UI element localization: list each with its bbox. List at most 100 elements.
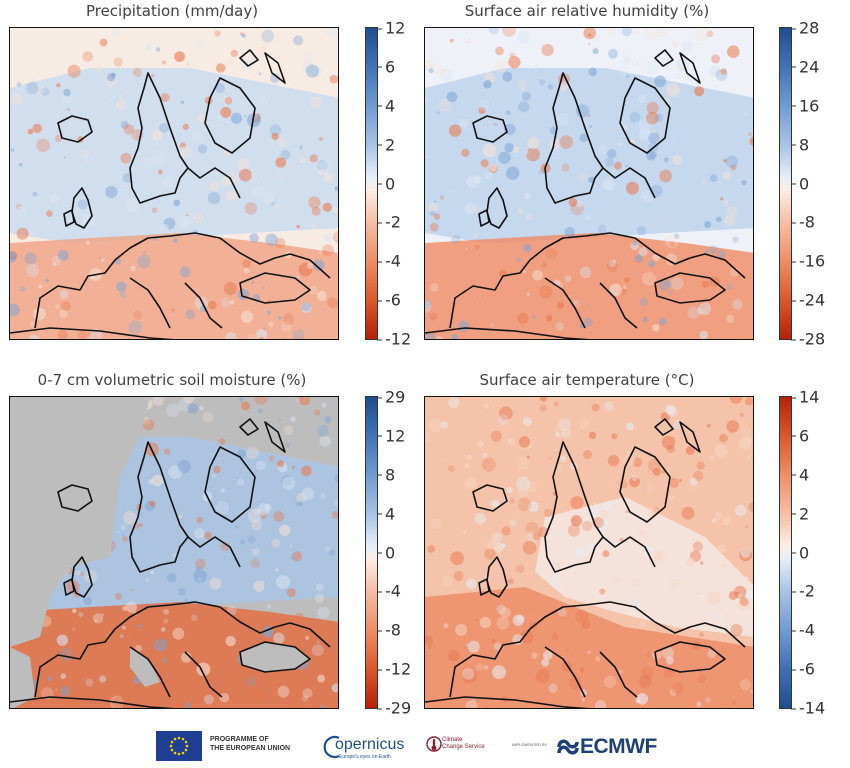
coastline [425,696,590,708]
coastline [204,446,256,523]
colorbar-tick-soil-moisture: 29 [376,387,406,407]
coastline [449,232,746,329]
coastline [129,277,171,329]
map-canvas [10,28,338,339]
coastline [599,282,638,329]
colorbar-tick-air-temperature: 2 [790,504,810,524]
coastline [602,167,656,199]
ecmwf-wordmark: ECMWF [580,735,657,758]
coastline [679,52,701,84]
colorbar-tick-precipitation: -6 [377,290,401,310]
eu-text-line1: PROGRAMME OF [210,736,269,743]
coastline [478,209,490,227]
coastlines [425,49,746,339]
colorbar-tick-soil-moisture: -29 [376,698,412,718]
coastline [184,651,223,698]
coastline [679,421,701,453]
coastline [449,601,746,698]
c3s-logo: Climate Change Service [426,732,496,762]
coastline [10,327,175,339]
footer-logos: PROGRAMME OF THE EUROPEAN UNION opernicu… [0,728,850,764]
coastline [63,209,75,227]
coastline [129,441,189,573]
coastline [187,536,241,568]
colorbar-tick-air-temperature: -2 [791,581,815,601]
colorbar-tick-soil-moisture: 4 [376,504,396,524]
colorbar-tick-precipitation: -12 [376,329,412,349]
colorbar-tick-soil-moisture: 12 [376,426,406,446]
colorbar-tick-soil-moisture: 0 [376,543,396,562]
coastline [425,327,590,339]
coastline [544,441,604,573]
colorbar-tick-precipitation: 0 [376,174,396,193]
coastline [264,421,286,453]
c3s-text: Climate Change Service [442,737,496,751]
coastline [129,646,171,698]
no-data-region [130,647,160,687]
colorbar-tick-air-temperature: -4 [791,620,815,640]
coastline [472,484,508,512]
coastline [619,77,671,154]
panel-title-relative-humidity: Surface air relative humidity (%) [464,2,710,20]
anomaly-region-south [10,233,338,339]
coastline [34,601,331,698]
coastline [34,232,331,329]
colorbar-tick-relative-humidity: -28 [790,329,826,349]
field-texture [425,397,753,708]
coastline [472,115,508,143]
colorbar-tick-precipitation: -2 [377,212,401,232]
panel-title-air-temperature: Surface air temperature (°C) [479,371,695,389]
field-texture [425,28,753,339]
anomaly-region-north [425,68,753,243]
colorbar-tick-precipitation: 2 [376,135,396,155]
map-canvas [425,397,753,708]
no-data-region [10,647,35,708]
panel-title-soil-moisture: 0-7 cm volumetric soil moisture (%) [37,371,307,389]
coastline [654,641,726,673]
colorbar-tick-air-temperature: 14 [790,387,820,407]
colorbar-tick-precipitation: -4 [377,251,401,271]
colorbar-tick-air-temperature: -14 [790,698,826,718]
coastline [204,77,256,154]
colorbar-tick-relative-humidity: 24 [790,57,820,77]
anomaly-region-north [535,497,753,637]
colorbar-tick-air-temperature: 6 [790,426,810,446]
panel-title-precipitation: Precipitation (mm/day) [85,2,259,20]
ecmwf-logo: ECMWF [556,733,676,761]
colorbar-tick-air-temperature: 0 [790,543,810,562]
colorbar-tick-relative-humidity: 28 [790,18,820,38]
coastline [10,696,175,708]
coastline [599,651,638,698]
coastline [63,578,75,596]
coastline [184,282,223,329]
coastline [239,418,259,436]
colorbar-tick-precipitation: 4 [376,96,396,116]
coastline [187,167,241,199]
colorbar-tick-air-temperature: -6 [791,659,815,679]
coastline [129,72,189,204]
no-data-region [240,642,310,672]
colorbar-tick-soil-moisture: -12 [376,659,412,679]
anomaly-region-south [425,587,753,708]
colorbar-tick-soil-moisture: 8 [376,465,396,485]
colorbar-tick-relative-humidity: 8 [790,135,810,155]
c3s-text-line1: Climate [442,737,463,743]
colorbar-tick-precipitation: 12 [376,18,406,38]
colorbar-tick-relative-humidity: 0 [790,174,810,193]
coastline [239,641,311,673]
map-soil-moisture [9,396,339,709]
coastlines [10,49,331,339]
colorbar-tick-precipitation: 6 [376,57,396,77]
coastline [619,446,671,523]
map-air-temperature [424,396,754,709]
copernicus-tagline: Europe's eyes on Earth [339,754,391,760]
copernicus-wordmark: opernicus [335,736,405,753]
map-canvas [10,397,338,708]
coastline [239,272,311,304]
map-relative-humidity [424,27,754,340]
coastline [544,72,604,204]
no-data-region [10,397,150,647]
map-canvas [425,28,753,339]
colorbar-tick-relative-humidity: -8 [791,212,815,232]
coastline [264,52,286,84]
